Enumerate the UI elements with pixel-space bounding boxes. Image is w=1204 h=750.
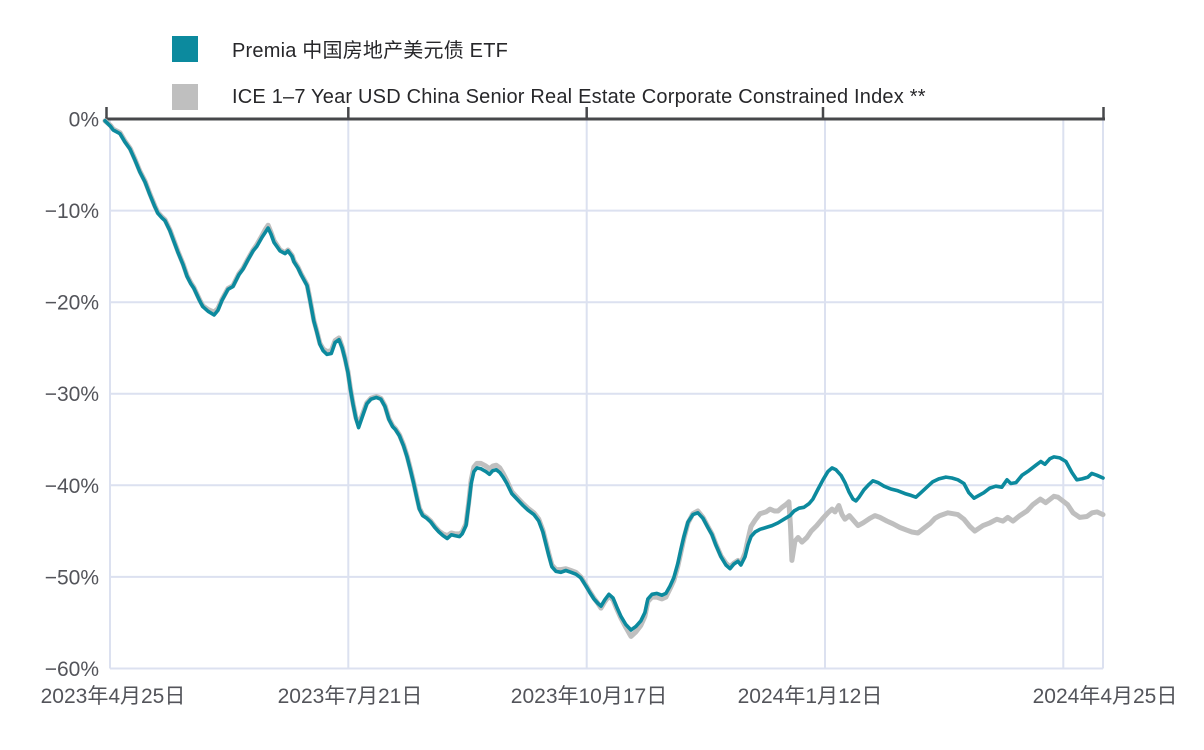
legend-label-etf: Premia 中国房地产美元债 ETF [232,40,509,62]
x-tick-3: 2024年1月12日 [738,685,883,708]
y-tick-40: −40% [45,475,99,498]
vertical-gridlines [109,119,1104,669]
legend-swatch-index-icon [172,84,198,110]
series-index-line[interactable] [102,118,1106,639]
legend-item-index[interactable]: ICE 1–7 Year USD China Senior Real Estat… [172,84,926,110]
x-tick-2: 2023年10月17日 [511,685,667,708]
y-axis-labels: 0% −10% −20% −30% −40% −50% −60% [45,109,99,682]
legend-swatch-etf-icon [172,35,198,62]
y-tick-60: −60% [45,658,99,681]
x-axis-labels: 2023年4月25日 2023年7月21日 2023年10月17日 2024年1… [41,685,1178,708]
legend: Premia 中国房地产美元债 ETF ICE 1–7 Year USD Chi… [172,34,926,110]
y-tick-50: −50% [45,566,99,589]
legend-label-index: ICE 1–7 Year USD China Senior Real Estat… [232,85,926,108]
y-tick-10: −10% [45,200,99,223]
horizontal-gridlines [110,209,1103,670]
series-etf-line[interactable] [103,119,1105,632]
x-tick-0: 2023年4月25日 [41,685,186,708]
y-tick-30: −30% [45,383,99,406]
x-tick-4: 2024年4月25日 [1033,685,1178,708]
y-tick-20: −20% [45,292,99,315]
legend-item-etf[interactable]: Premia 中国房地产美元债 ETF [172,34,926,63]
zero-axis [105,107,1105,121]
y-tick-0: 0% [69,109,99,132]
x-tick-1: 2023年7月21日 [278,685,423,708]
